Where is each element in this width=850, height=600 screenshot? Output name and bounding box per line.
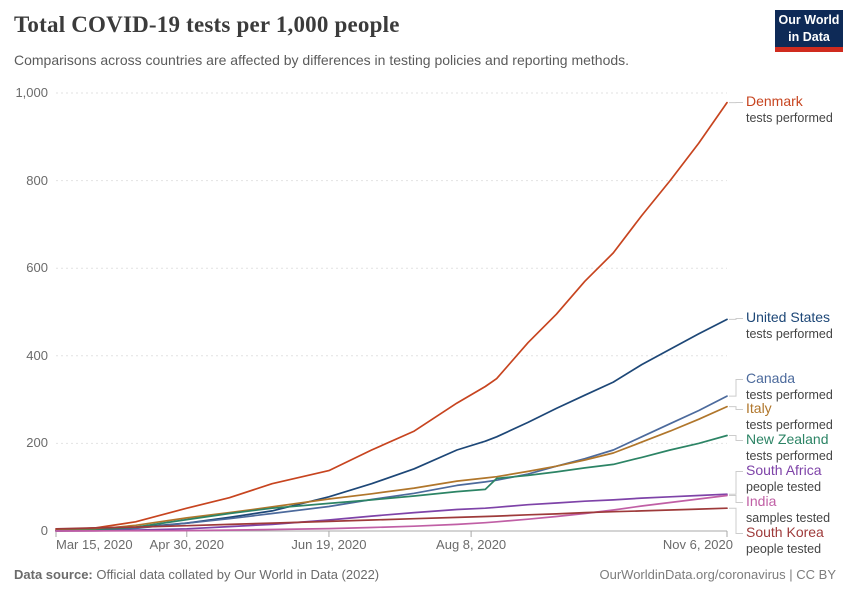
x-tick-label-apr-30-2020: Apr 30, 2020 <box>149 537 224 552</box>
x-tick-label-aug-8-2020: Aug 8, 2020 <box>436 537 507 552</box>
owid-logo[interactable]: Our World in Data <box>775 10 843 52</box>
series-label-canada[interactable]: Canada tests performed <box>746 370 846 402</box>
x-tick-label-jun-19-2020: Jun 19, 2020 <box>291 537 367 552</box>
chart-subtitle: Comparisons across countries are affecte… <box>14 52 630 68</box>
x-tick-label-mar-15-2020: Mar 15, 2020 <box>56 537 133 552</box>
y-tick-label-200: 200 <box>26 435 48 451</box>
series-line-denmark[interactable] <box>55 101 728 531</box>
label-connector-italy <box>729 406 743 410</box>
series-sublabel-new-zealand: tests performed <box>746 448 833 463</box>
y-tick-label-400: 400 <box>26 347 48 363</box>
label-connector-south-africa <box>729 471 743 495</box>
series-sublabel-south-korea: people tested <box>746 541 822 556</box>
series-sublabel-united-states: tests performed <box>746 326 833 341</box>
series-name-south-korea[interactable]: South Korea <box>746 524 824 540</box>
series-sublabel-denmark: tests performed <box>746 110 833 125</box>
series-name-new-zealand[interactable]: New Zealand <box>746 431 829 447</box>
series-sublabel-canada: tests performed <box>746 387 833 402</box>
series-sublabel-india: samples tested <box>746 510 831 525</box>
label-connector-south-korea <box>729 507 743 534</box>
y-tick-label-1000: 1,000 <box>15 85 48 100</box>
data-source-label: Data source: <box>14 567 93 582</box>
series-line-south-korea[interactable] <box>55 507 728 530</box>
series-sublabel-italy: tests performed <box>746 417 833 432</box>
series-label-new-zealand[interactable]: New Zealand tests performed <box>746 431 846 463</box>
label-connector-new-zealand <box>729 435 743 441</box>
series-label-united-states[interactable]: United States tests performed <box>746 309 846 341</box>
series-label-south-korea[interactable]: South Korea people tested <box>746 524 846 556</box>
y-tick-label-800: 800 <box>26 172 48 188</box>
y-tick-label-600: 600 <box>26 260 48 276</box>
chart-title: Total COVID-19 tests per 1,000 people <box>14 12 400 37</box>
series-name-italy[interactable]: Italy <box>746 400 772 416</box>
series-name-united-states[interactable]: United States <box>746 309 831 325</box>
series-name-south-africa[interactable]: South Africa <box>746 462 822 478</box>
x-tick-label-nov-6-2020: Nov 6, 2020 <box>662 537 733 552</box>
series-line-canada[interactable] <box>55 395 728 532</box>
owid-logo-line2: in Data <box>788 29 830 44</box>
series-label-italy[interactable]: Italy tests performed <box>746 400 846 432</box>
series-label-india[interactable]: India samples tested <box>746 493 846 525</box>
series-label-south-africa[interactable]: South Africa people tested <box>746 462 846 494</box>
chart-footer: Data source: Official data collated by O… <box>14 567 836 582</box>
series-name-denmark[interactable]: Denmark <box>746 93 803 109</box>
owid-logo-line1: Our World <box>778 13 840 28</box>
data-source-note: Data source: Official data collated by O… <box>14 567 379 582</box>
series-name-india[interactable]: India <box>746 493 777 509</box>
series-label-denmark[interactable]: Denmark tests performed <box>746 93 846 125</box>
label-connector-united-states <box>729 318 743 320</box>
series-name-canada[interactable]: Canada <box>746 370 796 386</box>
series-line-india[interactable] <box>55 494 728 532</box>
series-sublabel-south-africa: people tested <box>746 479 822 494</box>
series-line-italy[interactable] <box>55 405 728 532</box>
y-tick-label-0: 0 <box>40 523 48 538</box>
label-connector-canada <box>729 379 743 397</box>
series-line-new-zealand[interactable] <box>55 434 728 532</box>
credit-link[interactable]: OurWorldinData.org/coronavirus | CC BY <box>599 567 836 582</box>
label-connector-india <box>729 495 743 503</box>
series-line-south-africa[interactable] <box>55 493 728 532</box>
data-source-text: Official data collated by Our World in D… <box>92 567 380 582</box>
